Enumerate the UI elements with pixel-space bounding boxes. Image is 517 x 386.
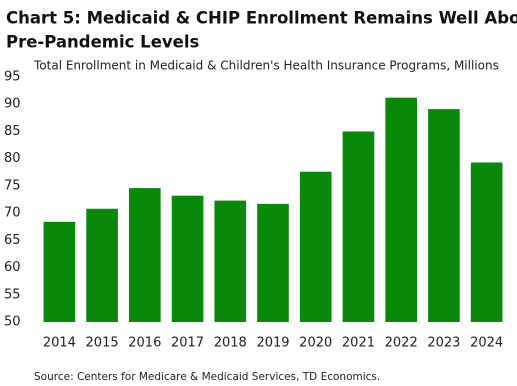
bar xyxy=(299,171,332,322)
y-tick-label: 65 xyxy=(4,233,21,248)
x-tick-label: 2016 xyxy=(128,336,161,351)
y-tick-label: 90 xyxy=(4,97,21,112)
bar xyxy=(86,208,118,322)
x-tick-label: 2021 xyxy=(342,336,375,351)
y-tick-label: 75 xyxy=(4,178,21,193)
x-tick-label: 2018 xyxy=(214,336,247,351)
y-tick-label: 55 xyxy=(4,287,21,302)
x-tick-label: 2020 xyxy=(299,336,332,351)
y-tick-label: 95 xyxy=(4,70,21,85)
bar xyxy=(43,221,76,322)
x-tick-label: 2019 xyxy=(256,336,289,351)
x-tick-label: 2015 xyxy=(86,336,119,351)
x-tick-label: 2014 xyxy=(43,336,76,351)
x-tick-label: 2023 xyxy=(427,336,460,351)
chart-subtitle: Total Enrollment in Medicaid & Children'… xyxy=(33,59,499,73)
bar xyxy=(428,109,460,322)
bar xyxy=(470,162,503,322)
chart-title: Pre-Pandemic Levels xyxy=(6,33,199,52)
bar xyxy=(129,188,161,322)
y-tick-label: 50 xyxy=(4,315,21,330)
x-tick-label: 2017 xyxy=(171,336,204,351)
y-tick-label: 70 xyxy=(4,206,21,221)
bar xyxy=(257,203,289,322)
chart-title: Chart 5: Medicaid & CHIP Enrollment Rema… xyxy=(6,9,517,28)
x-tick-label: 2022 xyxy=(385,336,418,351)
y-tick-label: 80 xyxy=(4,151,21,166)
source: Source: Centers for Medicare & Medicaid … xyxy=(34,371,380,383)
y-tick-label: 85 xyxy=(4,124,21,139)
bar xyxy=(342,131,375,322)
bar xyxy=(214,200,247,322)
x-tick-label: 2024 xyxy=(470,336,503,351)
y-tick-label: 60 xyxy=(4,260,21,275)
bar xyxy=(385,97,417,322)
bar xyxy=(171,195,204,322)
